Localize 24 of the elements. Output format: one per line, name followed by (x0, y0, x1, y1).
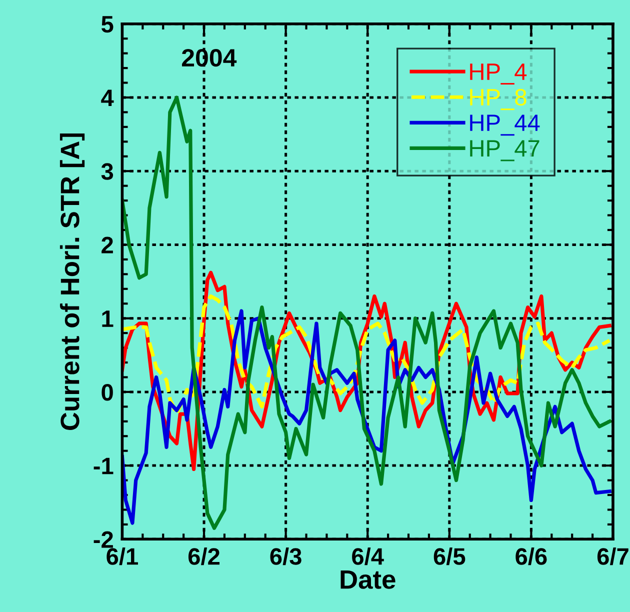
legend-label: HP_44 (470, 114, 540, 136)
x-axis-title: Date (340, 570, 396, 589)
x-tick-label: 6/3 (270, 548, 302, 566)
y-tick-label: -2 (94, 531, 113, 548)
line-series (122, 309, 612, 525)
legend-label: HP_8 (470, 88, 526, 110)
y-tick-label: 5 (101, 16, 114, 33)
x-tick-label: 6/5 (434, 548, 466, 566)
y-axis-title: Current of Hori. STR [A] (60, 133, 85, 430)
x-tick-label: 6/1 (106, 548, 138, 566)
x-tick-label: 6/6 (516, 548, 547, 566)
y-tick-label: 3 (101, 163, 114, 180)
legend-label: HP_47 (470, 140, 540, 162)
legend-label: HP_4 (470, 64, 527, 85)
y-tick-label: -1 (94, 458, 114, 474)
y-tick-label: 2 (102, 236, 113, 254)
x-tick-label: 6/7 (597, 548, 628, 566)
y-tick-label: 4 (101, 90, 114, 106)
x-tick-label: 6/2 (188, 548, 220, 566)
y-tick-label: 1 (102, 310, 114, 327)
line-series (122, 294, 612, 416)
y-tick-label: 0 (102, 384, 113, 401)
x-tick-label: 6/4 (352, 548, 384, 566)
text: 2004 (182, 48, 237, 67)
